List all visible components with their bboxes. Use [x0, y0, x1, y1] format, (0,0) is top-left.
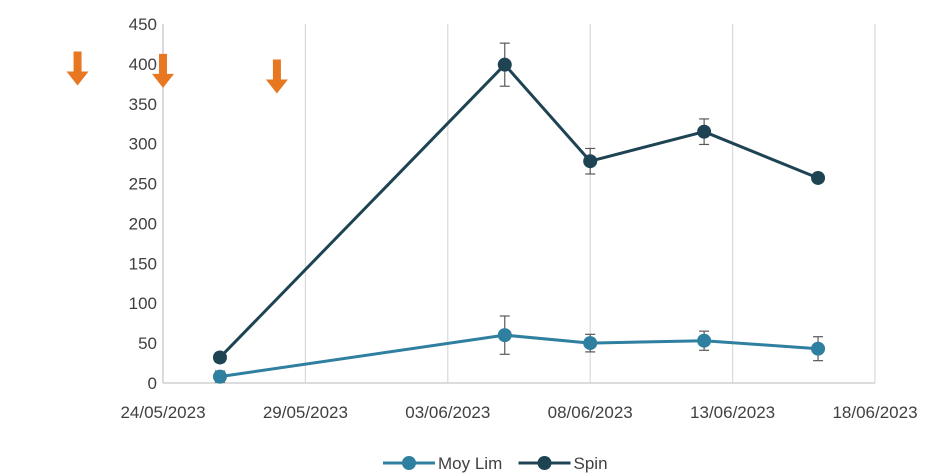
y-axis-tick-labels: 0 50 100 150 200 250 300 350 400 450 [129, 15, 157, 393]
series-line [219, 333, 819, 379]
data-point [697, 333, 712, 348]
y-tick-label: 300 [129, 135, 157, 154]
y-tick-label: 50 [138, 334, 157, 353]
legend-item: Spin [518, 454, 608, 473]
data-point [811, 341, 826, 356]
x-tick-label: 03/06/2023 [405, 403, 490, 422]
data-point [497, 57, 512, 72]
data-point [212, 350, 227, 365]
data-point [583, 154, 598, 169]
series-spin [212, 42, 826, 365]
data-point [212, 369, 227, 384]
series-layer [212, 42, 826, 384]
x-tick-label: 08/06/2023 [548, 403, 633, 422]
y-tick-label: 350 [129, 95, 157, 114]
y-tick-label: 400 [129, 55, 157, 74]
data-point [497, 328, 512, 343]
axes [162, 24, 875, 384]
vertical-gridlines [162, 24, 876, 383]
legend: Moy Lim Spin [383, 454, 608, 473]
y-tick-label: 150 [129, 254, 157, 273]
x-tick-label: 24/05/2023 [120, 403, 205, 422]
legend-item: Moy Lim [383, 454, 502, 473]
down-arrow-icon [66, 51, 89, 86]
series-moy-lim [212, 315, 826, 384]
data-point [583, 336, 598, 351]
y-tick-label: 0 [148, 374, 157, 393]
y-tick-label: 200 [129, 214, 157, 233]
y-tick-label: 250 [129, 175, 157, 194]
data-point [697, 124, 712, 139]
legend-marker [537, 456, 552, 470]
x-tick-label: 13/06/2023 [690, 403, 775, 422]
x-tick-label: 18/06/2023 [832, 403, 917, 422]
legend-label: Spin [574, 454, 608, 473]
data-point [811, 170, 826, 185]
legend-label: Moy Lim [438, 454, 502, 473]
series-line [218, 63, 819, 359]
y-tick-label: 100 [129, 294, 157, 313]
legend-marker [402, 456, 416, 470]
x-tick-label: 29/05/2023 [263, 403, 348, 422]
annotation-arrows [66, 51, 288, 94]
down-arrow-icon [152, 53, 174, 88]
down-arrow-icon [265, 59, 288, 94]
x-axis-tick-labels: 24/05/2023 29/05/2023 03/06/2023 08/06/2023… [120, 403, 917, 422]
y-tick-label: 450 [129, 15, 157, 34]
